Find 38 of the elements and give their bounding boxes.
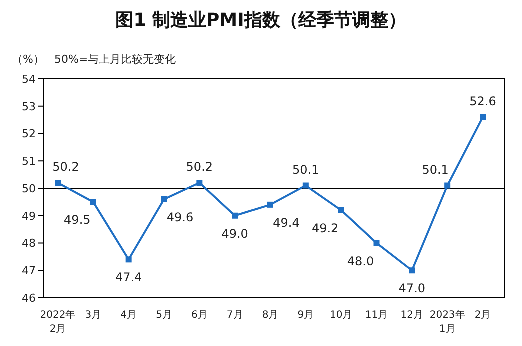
x-tick-label: 10月 <box>330 310 353 321</box>
chart-title: 图1 制造业PMI指数（经季节调整） <box>114 9 408 32</box>
x-tick-label: 11月 <box>365 310 388 321</box>
y-tick-label: 50 <box>22 182 36 196</box>
data-label: 47.4 <box>115 270 142 285</box>
data-label: 50.2 <box>52 160 80 174</box>
data-label: 49.6 <box>166 210 194 224</box>
y-tick-label: 49 <box>22 210 36 223</box>
data-label: 49.4 <box>273 216 300 230</box>
x-tick-label: 12月 <box>400 310 424 321</box>
data-label: 50.2 <box>186 160 214 174</box>
y-tick-label: 46 <box>22 292 36 305</box>
y-tick-label: 51 <box>22 155 36 168</box>
text: 50%=与上月比较无变化 <box>54 53 176 66</box>
y-tick-label: 48 <box>22 237 36 250</box>
data-label: 52.6 <box>470 94 496 108</box>
y-tick-label: 54 <box>22 72 36 86</box>
data-label: 49.5 <box>64 213 91 228</box>
x-tick-label: 9月 <box>298 310 314 321</box>
x-tick-label: 2022年 2月 <box>40 309 76 335</box>
x-tick-label: 3月 <box>85 310 102 321</box>
data-label: 48.0 <box>347 254 374 268</box>
x-tick-label: 8月 <box>262 310 279 321</box>
y-tick-label: 53 <box>22 100 36 114</box>
data-label: 50.1 <box>422 162 449 177</box>
x-tick-label: 7月 <box>226 310 244 321</box>
y-axis-title: （%） <box>12 53 44 66</box>
data-label: 50.1 <box>292 162 320 177</box>
x-tick-label: 2023年 1月 <box>430 309 466 335</box>
x-tick-label: 6月 <box>191 310 208 321</box>
x-tick-label: 4月 <box>120 310 138 321</box>
data-label: 49.2 <box>312 221 339 236</box>
x-tick-label: 2月 <box>474 310 492 321</box>
y-tick-label: 47 <box>22 264 36 278</box>
y-tick-label: 52 <box>22 128 36 141</box>
data-label: 49.0 <box>222 226 248 241</box>
x-tick-label: 5月 <box>156 310 172 321</box>
data-label: 47.0 <box>398 282 426 296</box>
